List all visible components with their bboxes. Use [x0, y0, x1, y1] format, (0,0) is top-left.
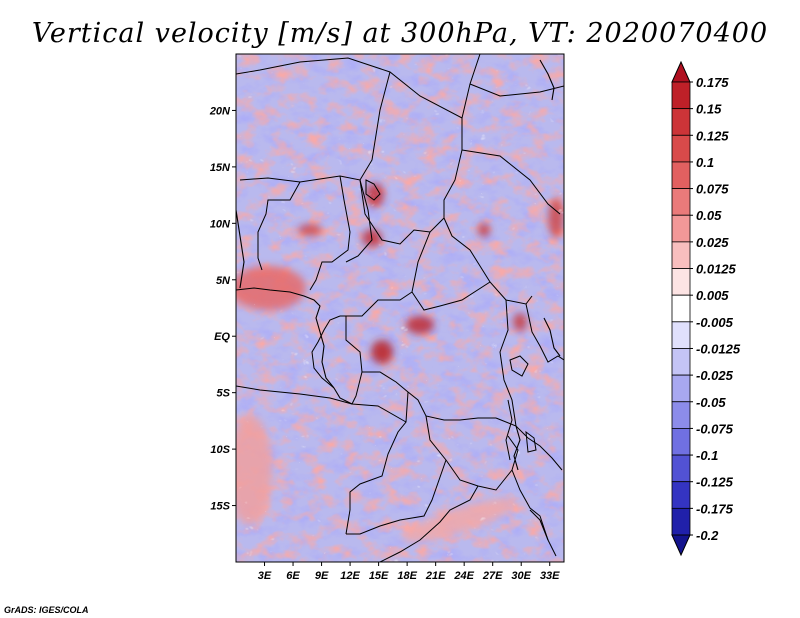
colorbar-label: -0.125 — [696, 475, 734, 490]
map-frame — [235, 53, 565, 563]
colorbar-swatch — [671, 134, 691, 163]
lon-tick-label: 24E — [453, 570, 474, 582]
colorbar-swatch — [671, 507, 691, 536]
colorbar-label: 0.005 — [696, 288, 729, 303]
lon-tick-label: 18E — [397, 570, 417, 582]
colorbar-label: -0.175 — [696, 501, 734, 516]
colorbar-swatch — [671, 454, 691, 483]
colorbar-label: 0.175 — [696, 75, 729, 90]
colorbar-swatch — [671, 428, 691, 456]
colorbar-swatch — [671, 108, 691, 136]
lon-tick-label: 12E — [340, 570, 360, 582]
colorbar-swatch — [671, 188, 691, 216]
colorbar-label: -0.1 — [696, 448, 718, 463]
colorbar-label: 0.025 — [696, 235, 729, 250]
lon-tick-label: 15E — [369, 570, 389, 582]
colorbar-label: -0.2 — [696, 528, 719, 543]
colorbar-label: 0.1 — [696, 155, 714, 170]
coastlines — [236, 59, 561, 541]
colorbar-swatch — [671, 374, 691, 403]
lon-tick-label: 9E — [315, 570, 329, 582]
chart-title: Vertical velocity [m/s] at 300hPa, VT: 2… — [32, 18, 768, 49]
colorbar-label: 0.125 — [696, 128, 729, 143]
colorbar-swatch — [671, 241, 691, 269]
lon-tick-label: 30E — [511, 570, 531, 582]
colorbar-label: -0.075 — [696, 421, 734, 436]
lon-tick-label: 6E — [286, 570, 300, 582]
colorbar-bottom-arrow — [671, 534, 691, 557]
lon-tick-label: 27E — [482, 570, 503, 582]
colorbar-swatch — [671, 321, 691, 349]
colorbar-swatch — [671, 294, 691, 323]
lon-tick-label: 3E — [258, 570, 272, 582]
colorbar-swatch — [671, 81, 691, 110]
lat-tick-label: 20N — [209, 105, 231, 117]
lat-tick-label: 5S — [217, 388, 231, 400]
colorbar-swatch — [671, 348, 691, 376]
colorbar-label: 0.15 — [696, 102, 722, 117]
colorbar-label: -0.025 — [696, 368, 734, 383]
lon-tick-label: 33E — [540, 570, 560, 582]
colorbar-top-arrow — [671, 60, 691, 83]
lat-tick-label: 10N — [210, 218, 231, 230]
grads-credit: GrADS: IGES/COLA — [4, 605, 89, 615]
colorbar-label: -0.005 — [696, 315, 734, 330]
colorbar-swatch — [671, 268, 691, 296]
latitude-axis: 20N 15N 10N 5N EQ 5S 10S 15S — [209, 105, 236, 513]
lon-tick-label: 21E — [425, 570, 446, 582]
colorbar-swatch — [671, 161, 691, 189]
colorbar-label: 0.05 — [696, 208, 722, 223]
colorbar-swatch — [671, 214, 691, 243]
lat-tick-label: 10S — [210, 444, 230, 456]
colorbar-label: -0.0125 — [696, 341, 741, 356]
colorbar-label: 0.0125 — [696, 262, 737, 277]
colorbar-label: -0.05 — [696, 395, 726, 410]
lat-tick-label: 15S — [210, 501, 230, 513]
colorbar: 0.175 0.15 0.125 0.1 0.075 0.05 0.025 0.0125 0.0… — [671, 60, 741, 557]
country-borders — [236, 54, 564, 562]
lat-tick-label: 5N — [216, 275, 231, 287]
colorbar-swatch — [671, 481, 691, 509]
colorbar-label: 0.075 — [696, 182, 729, 197]
lakes — [365, 179, 537, 461]
lat-tick-label: EQ — [214, 331, 230, 343]
colorbar-swatch — [671, 401, 691, 429]
map-panel — [236, 54, 564, 562]
longitude-axis: 3E 6E 9E 12E 15E 18E 21E 24E 27E 30E 33E — [258, 562, 560, 582]
lat-tick-label: 15N — [210, 162, 231, 174]
